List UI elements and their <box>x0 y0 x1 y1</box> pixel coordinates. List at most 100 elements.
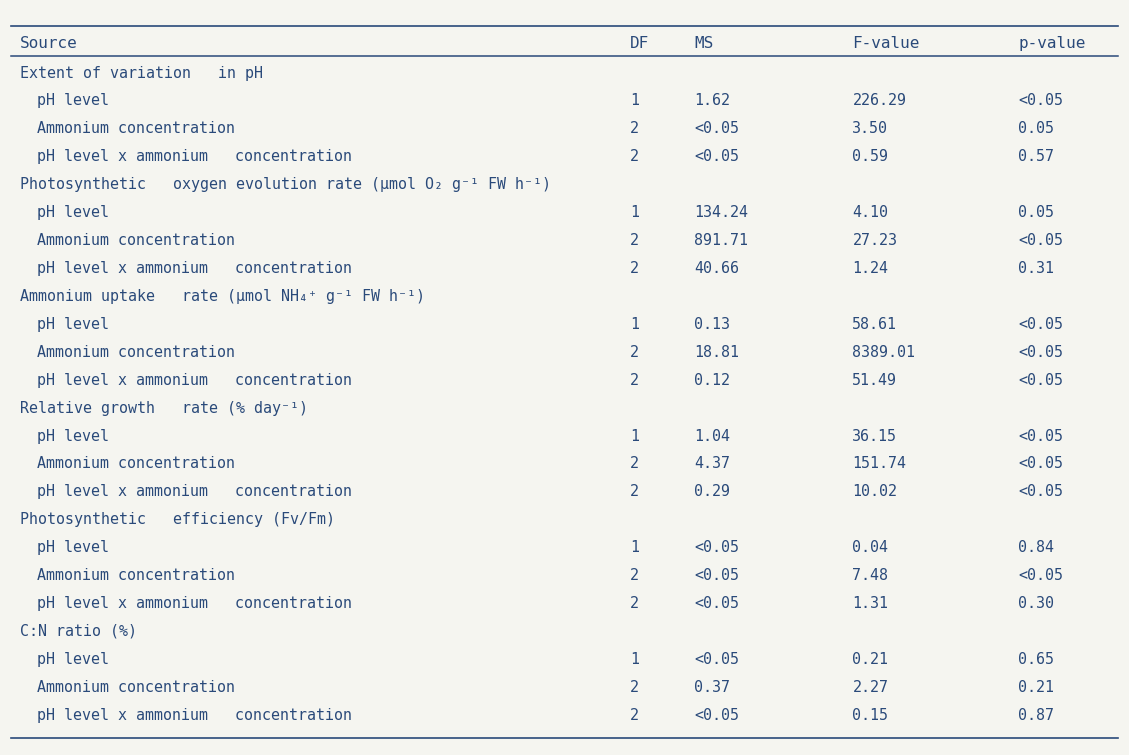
Text: 0.59: 0.59 <box>852 149 889 165</box>
Text: 891.71: 891.71 <box>694 233 749 248</box>
Text: 134.24: 134.24 <box>694 205 749 220</box>
Text: Relative growth   rate (% day⁻¹): Relative growth rate (% day⁻¹) <box>20 401 308 415</box>
Text: 2: 2 <box>630 707 639 723</box>
Text: 0.15: 0.15 <box>852 707 889 723</box>
Text: <0.05: <0.05 <box>694 568 739 583</box>
Text: 2: 2 <box>630 233 639 248</box>
Text: 1.04: 1.04 <box>694 429 730 443</box>
Text: Ammonium uptake   rate (μmol NH₄⁺ g⁻¹ FW h⁻¹): Ammonium uptake rate (μmol NH₄⁺ g⁻¹ FW h… <box>20 289 426 304</box>
Text: 51.49: 51.49 <box>852 373 898 387</box>
Text: pH level x ammonium   concentration: pH level x ammonium concentration <box>37 373 352 387</box>
Text: 0.12: 0.12 <box>694 373 730 387</box>
Text: 0.31: 0.31 <box>1018 261 1054 276</box>
Text: <0.05: <0.05 <box>1018 568 1064 583</box>
Text: pH level: pH level <box>37 429 110 443</box>
Text: 2: 2 <box>630 596 639 611</box>
Text: pH level: pH level <box>37 317 110 332</box>
Text: 0.29: 0.29 <box>694 485 730 499</box>
Text: pH level x ammonium   concentration: pH level x ammonium concentration <box>37 596 352 611</box>
Text: 2: 2 <box>630 373 639 387</box>
Text: Source: Source <box>20 35 78 51</box>
Text: <0.05: <0.05 <box>694 707 739 723</box>
Text: Photosynthetic   oxygen evolution rate (μmol O₂ g⁻¹ FW h⁻¹): Photosynthetic oxygen evolution rate (μm… <box>20 177 551 193</box>
Text: <0.05: <0.05 <box>694 596 739 611</box>
Text: 36.15: 36.15 <box>852 429 898 443</box>
Text: 1: 1 <box>630 652 639 667</box>
Text: F-value: F-value <box>852 35 920 51</box>
Text: 1.62: 1.62 <box>694 94 730 109</box>
Text: Ammonium concentration: Ammonium concentration <box>37 345 235 359</box>
Text: 1.24: 1.24 <box>852 261 889 276</box>
Text: 2: 2 <box>630 485 639 499</box>
Text: 0.37: 0.37 <box>694 680 730 695</box>
Text: <0.05: <0.05 <box>1018 485 1064 499</box>
Text: 0.21: 0.21 <box>1018 680 1054 695</box>
Text: <0.05: <0.05 <box>1018 345 1064 359</box>
Text: pH level: pH level <box>37 94 110 109</box>
Text: pH level x ammonium   concentration: pH level x ammonium concentration <box>37 707 352 723</box>
Text: 0.21: 0.21 <box>852 652 889 667</box>
Text: DF: DF <box>630 35 649 51</box>
Text: MS: MS <box>694 35 714 51</box>
Text: <0.05: <0.05 <box>1018 457 1064 471</box>
Text: 0.05: 0.05 <box>1018 122 1054 137</box>
Text: Photosynthetic   efficiency (Fv/Fm): Photosynthetic efficiency (Fv/Fm) <box>20 513 335 527</box>
Text: pH level x ammonium   concentration: pH level x ammonium concentration <box>37 485 352 499</box>
Text: pH level x ammonium   concentration: pH level x ammonium concentration <box>37 261 352 276</box>
Text: 7.48: 7.48 <box>852 568 889 583</box>
Text: pH level: pH level <box>37 652 110 667</box>
Text: <0.05: <0.05 <box>1018 233 1064 248</box>
Text: Ammonium concentration: Ammonium concentration <box>37 233 235 248</box>
Text: 0.04: 0.04 <box>852 540 889 555</box>
Text: 58.61: 58.61 <box>852 317 898 332</box>
Text: 4.10: 4.10 <box>852 205 889 220</box>
Text: 0.30: 0.30 <box>1018 596 1054 611</box>
Text: 2: 2 <box>630 261 639 276</box>
Text: 1: 1 <box>630 205 639 220</box>
Text: 2: 2 <box>630 457 639 471</box>
Text: pH level x ammonium   concentration: pH level x ammonium concentration <box>37 149 352 165</box>
Text: 2.27: 2.27 <box>852 680 889 695</box>
Text: 1: 1 <box>630 94 639 109</box>
Text: 1.31: 1.31 <box>852 596 889 611</box>
Text: 4.37: 4.37 <box>694 457 730 471</box>
Text: p-value: p-value <box>1018 35 1086 51</box>
Text: 0.05: 0.05 <box>1018 205 1054 220</box>
Text: 0.65: 0.65 <box>1018 652 1054 667</box>
Text: <0.05: <0.05 <box>1018 94 1064 109</box>
Text: 1: 1 <box>630 429 639 443</box>
Text: 2: 2 <box>630 122 639 137</box>
Text: 0.57: 0.57 <box>1018 149 1054 165</box>
Text: <0.05: <0.05 <box>694 149 739 165</box>
Text: pH level: pH level <box>37 540 110 555</box>
Text: Extent of variation   in pH: Extent of variation in pH <box>20 66 263 81</box>
Text: 2: 2 <box>630 149 639 165</box>
Text: 226.29: 226.29 <box>852 94 907 109</box>
Text: <0.05: <0.05 <box>1018 317 1064 332</box>
Text: Ammonium concentration: Ammonium concentration <box>37 122 235 137</box>
Text: 0.84: 0.84 <box>1018 540 1054 555</box>
Text: Ammonium concentration: Ammonium concentration <box>37 568 235 583</box>
Text: 10.02: 10.02 <box>852 485 898 499</box>
Text: 40.66: 40.66 <box>694 261 739 276</box>
Text: C:N ratio (%): C:N ratio (%) <box>20 624 138 639</box>
Text: <0.05: <0.05 <box>1018 373 1064 387</box>
Text: 3.50: 3.50 <box>852 122 889 137</box>
Text: Ammonium concentration: Ammonium concentration <box>37 457 235 471</box>
Text: <0.05: <0.05 <box>1018 429 1064 443</box>
Text: 151.74: 151.74 <box>852 457 907 471</box>
Text: <0.05: <0.05 <box>694 540 739 555</box>
Text: 27.23: 27.23 <box>852 233 898 248</box>
Text: <0.05: <0.05 <box>694 122 739 137</box>
Text: 1: 1 <box>630 317 639 332</box>
Text: 0.13: 0.13 <box>694 317 730 332</box>
Text: 2: 2 <box>630 568 639 583</box>
Text: 2: 2 <box>630 345 639 359</box>
Text: 8389.01: 8389.01 <box>852 345 916 359</box>
Text: 2: 2 <box>630 680 639 695</box>
Text: 0.87: 0.87 <box>1018 707 1054 723</box>
Text: 1: 1 <box>630 540 639 555</box>
Text: <0.05: <0.05 <box>694 652 739 667</box>
Text: 18.81: 18.81 <box>694 345 739 359</box>
Text: pH level: pH level <box>37 205 110 220</box>
